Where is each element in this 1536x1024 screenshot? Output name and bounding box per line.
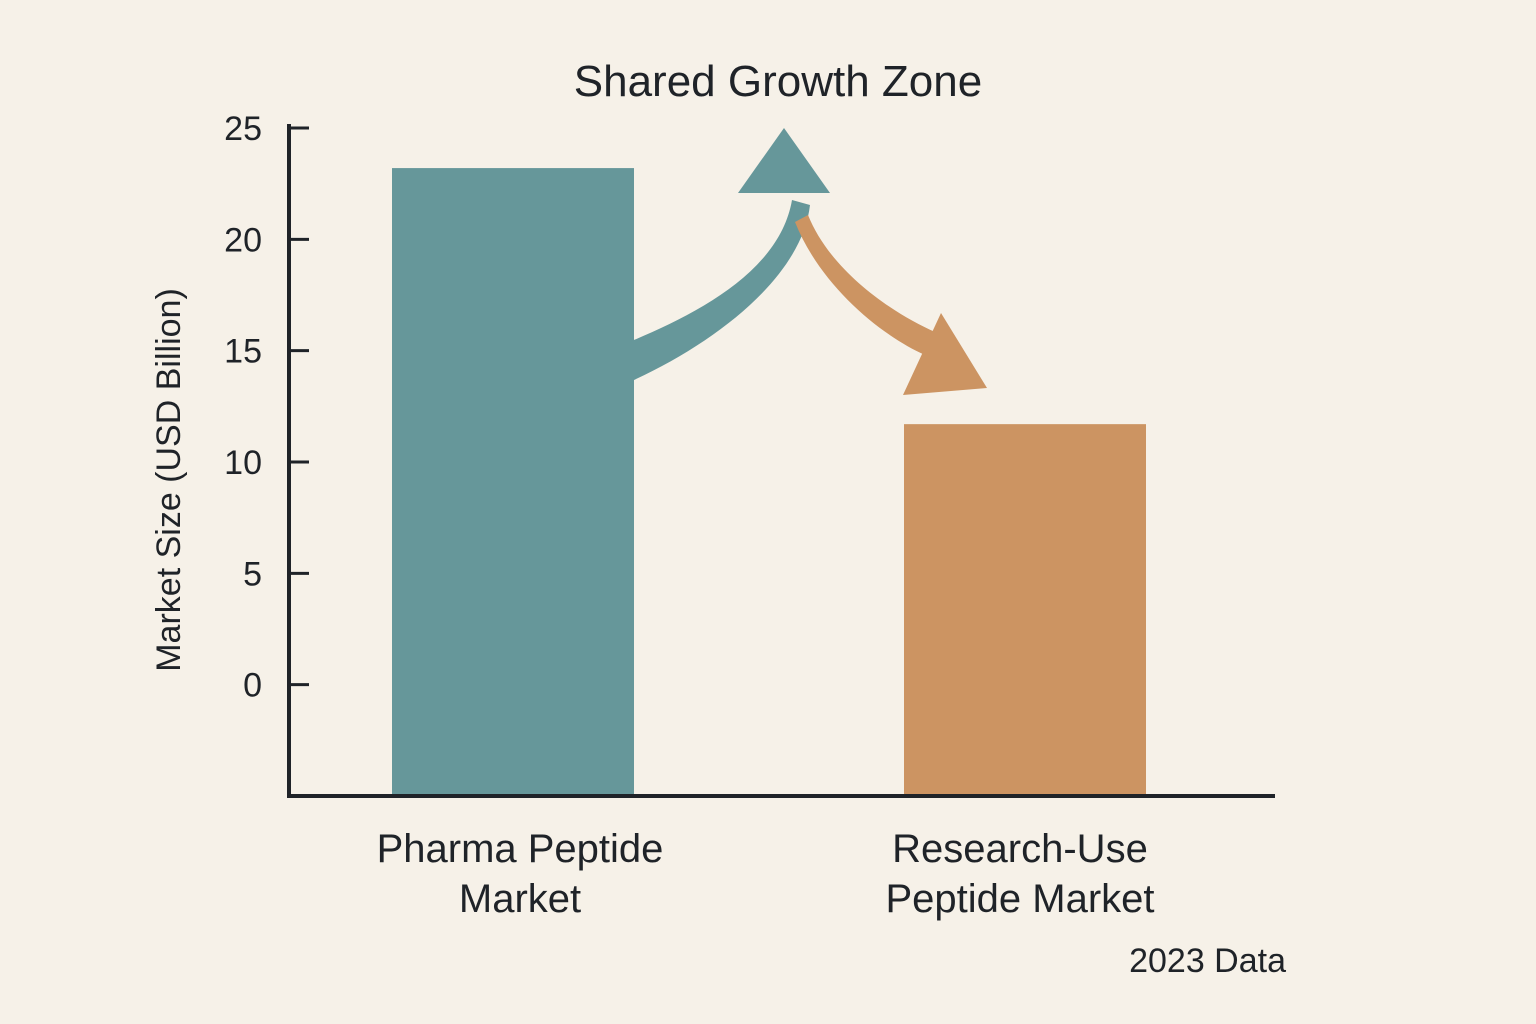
y-tick-label: 0	[243, 667, 262, 705]
teal-growth-arrow-head	[738, 128, 830, 193]
y-tick-labels: 0 5 10 15 20 25	[224, 110, 262, 705]
x-category-label: Pharma Peptide	[377, 827, 664, 871]
chart-title: Shared Growth Zone	[574, 57, 982, 106]
bar-1	[904, 424, 1146, 796]
orange-growth-arrow-head	[903, 313, 987, 395]
teal-growth-arrow-body	[634, 200, 810, 380]
y-tick-label: 25	[224, 110, 262, 148]
y-tick-label: 20	[224, 221, 262, 259]
data-year-annotation: 2023 Data	[1129, 942, 1286, 980]
x-category-labels: Pharma Peptide Market Research-Use Peptide …	[377, 827, 1155, 921]
y-axis-label: Market Size (USD Billion)	[150, 288, 188, 672]
arrows	[634, 128, 987, 395]
orange-growth-arrow-body	[795, 215, 935, 355]
y-tick-label: 5	[243, 555, 262, 593]
y-tick-label: 15	[224, 333, 262, 371]
y-tick-label: 10	[224, 444, 262, 482]
x-category-label: Market	[459, 877, 581, 921]
bars	[392, 168, 1146, 796]
axes	[287, 124, 1275, 798]
x-category-label: Research-Use	[892, 827, 1148, 871]
bar-0	[392, 168, 634, 796]
x-category-label: Peptide Market	[885, 877, 1154, 921]
